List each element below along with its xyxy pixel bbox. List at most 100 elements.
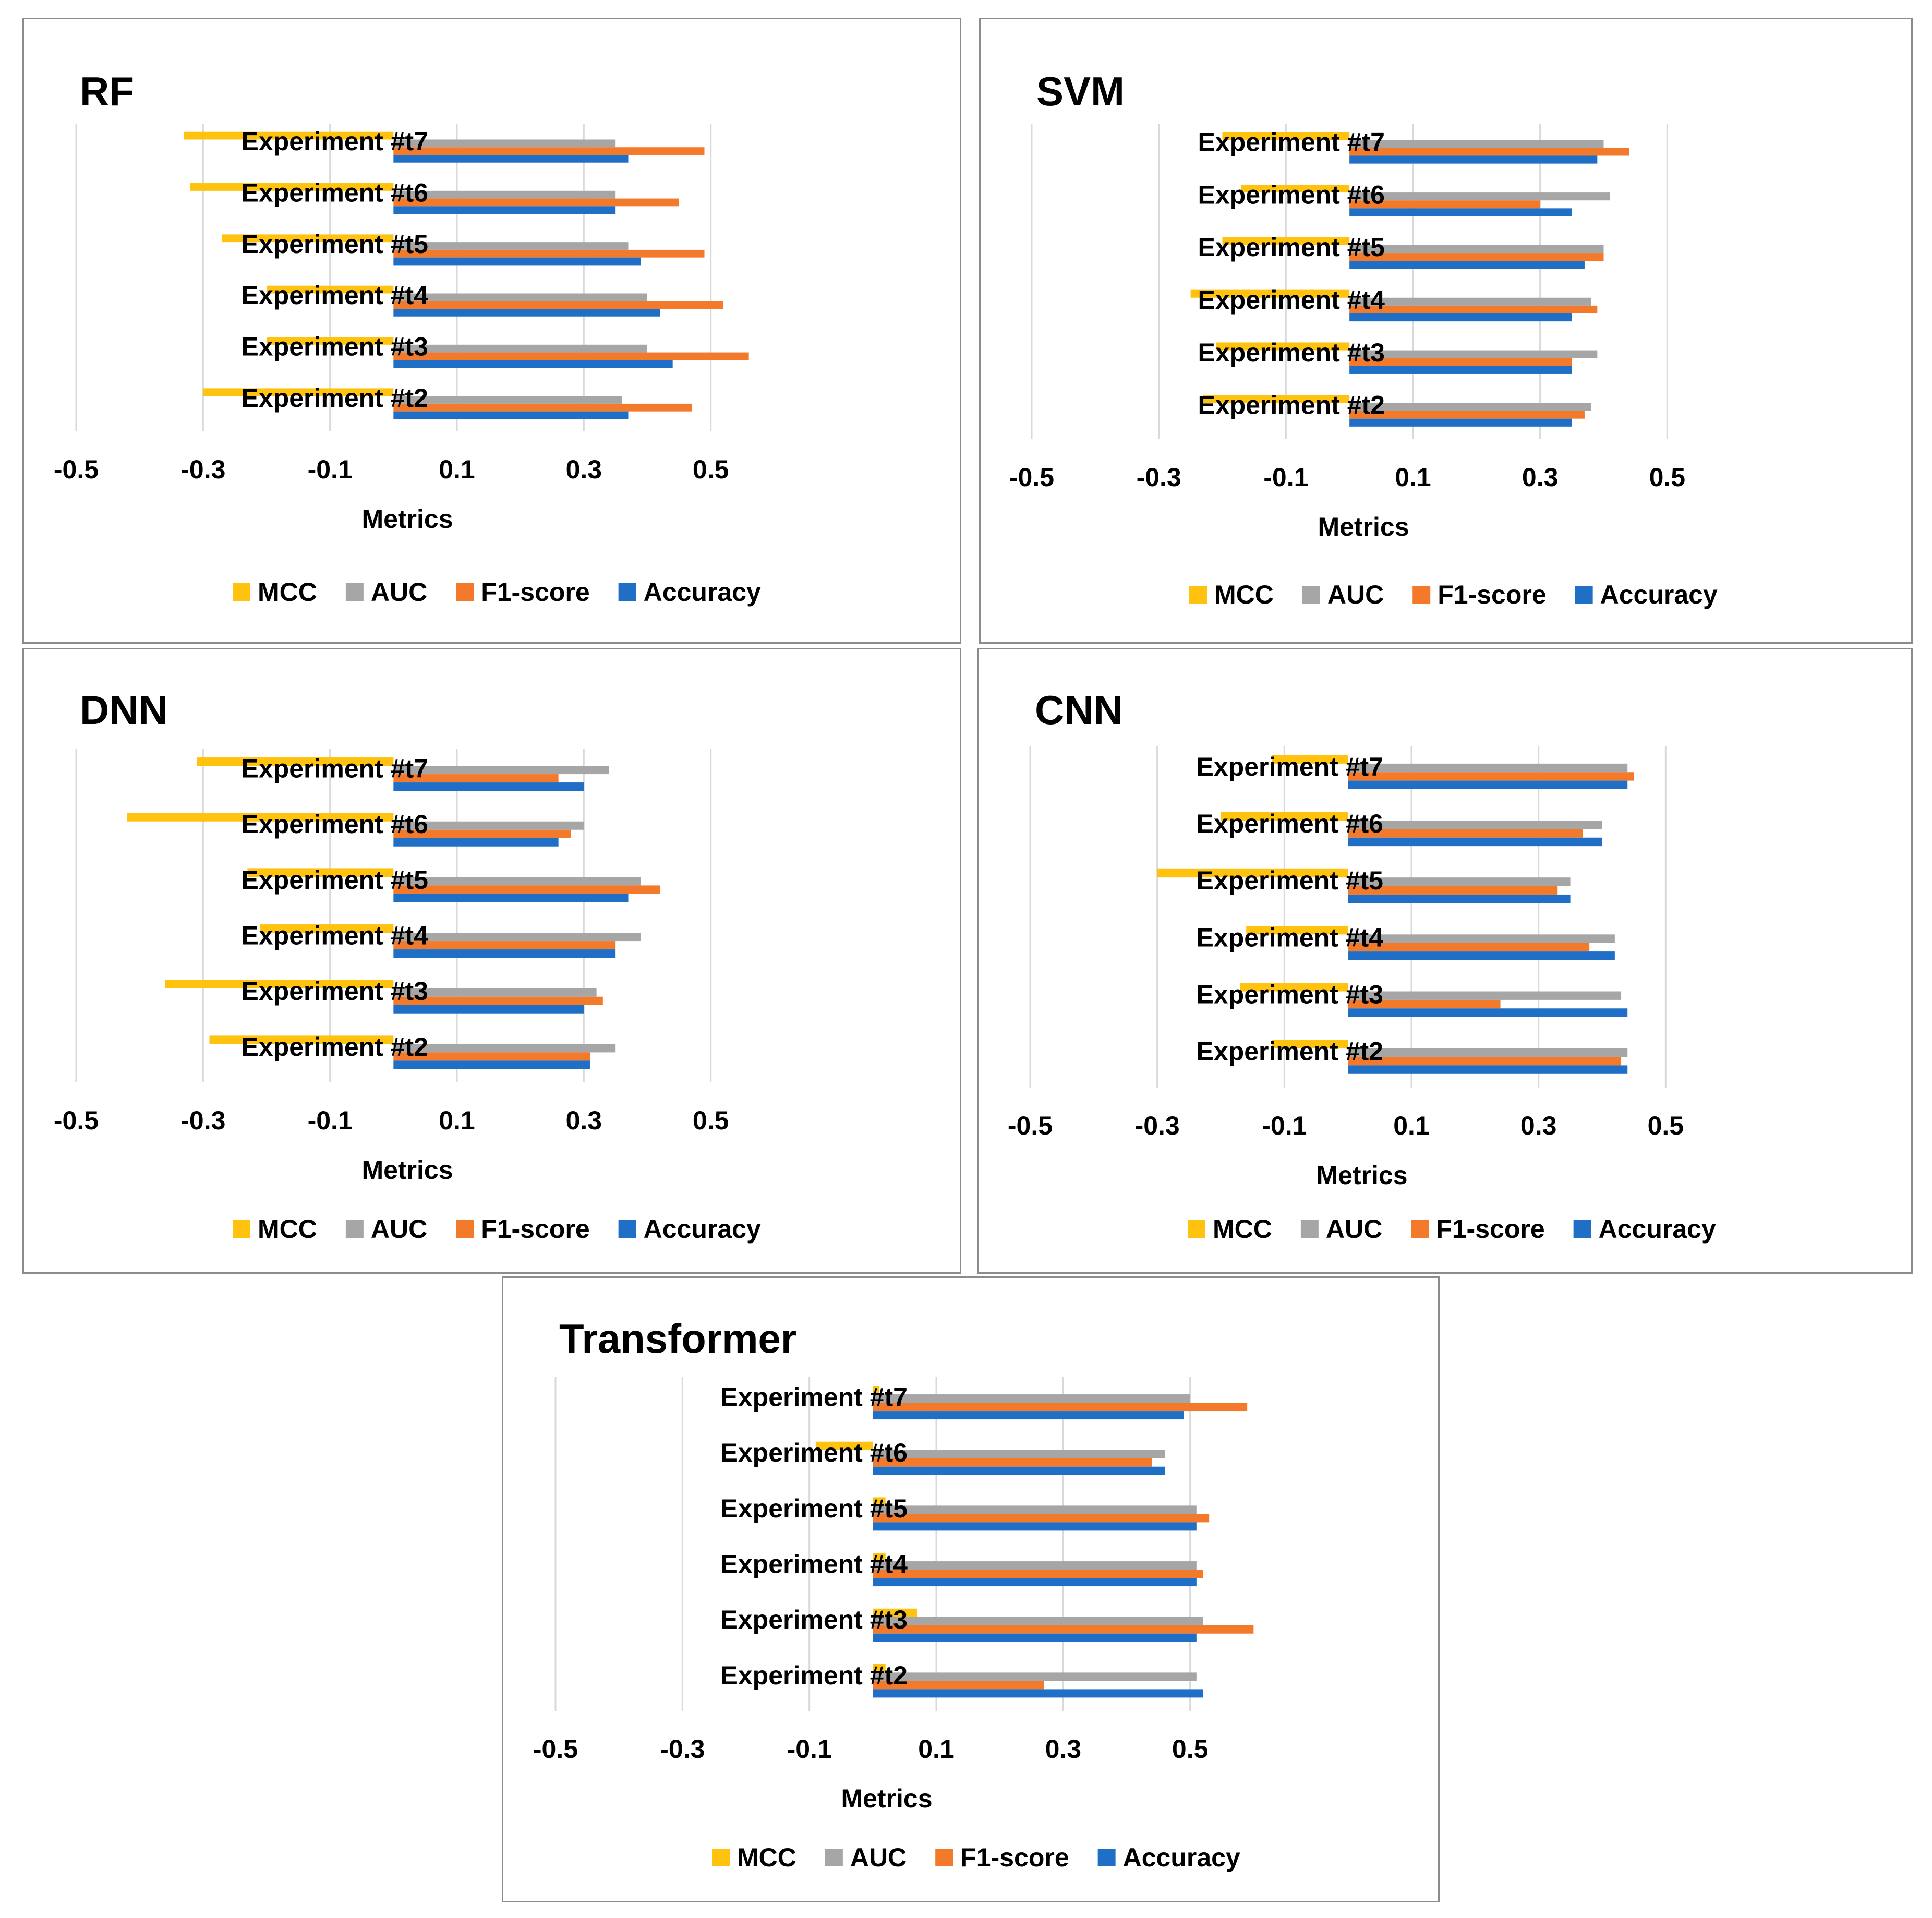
legend-label-mcc: MCC xyxy=(737,1843,796,1872)
category-label: Experiment #t6 xyxy=(1197,809,1383,838)
x-tick-label: 0.5 xyxy=(693,1106,729,1135)
category-label: Experiment #t3 xyxy=(242,332,428,361)
bar-f1-score-experiment-t5 xyxy=(393,249,705,258)
category-label: Experiment #t7 xyxy=(242,754,428,783)
bar-auc-experiment-t4 xyxy=(1349,297,1591,306)
legend-swatch-f1-score xyxy=(1411,1220,1429,1238)
x-tick-label: 0.1 xyxy=(439,1106,475,1135)
bar-accuracy-experiment-t4 xyxy=(393,949,616,958)
x-tick-label: 0.1 xyxy=(1395,463,1431,492)
bar-accuracy-experiment-t3 xyxy=(393,1005,584,1014)
bar-mcc-experiment-t7 xyxy=(184,131,394,140)
bar-f1-score-experiment-t7 xyxy=(393,774,559,783)
chart-panel-transformer: Transformer Experiment #t2 Experiment #t3 E… xyxy=(502,1276,1440,1902)
bar-auc-experiment-t3 xyxy=(1349,350,1598,358)
bar-mcc-experiment-t6 xyxy=(815,1441,873,1450)
bar-accuracy-experiment-t2 xyxy=(873,1689,1203,1698)
chart-rf: RF Experiment #t2 Experiment #t3 Experiment… xyxy=(54,68,761,607)
legend-label-f1-score: F1-score xyxy=(481,1214,589,1244)
bar-mcc-experiment-t5 xyxy=(247,868,394,877)
x-axis-title: Metrics xyxy=(1318,512,1409,541)
x-axis-title: Metrics xyxy=(361,504,453,534)
legend-swatch-mcc xyxy=(1189,586,1207,604)
bar-accuracy-experiment-t2 xyxy=(393,411,629,419)
bar-f1-score-experiment-t5 xyxy=(873,1514,1210,1523)
bar-auc-experiment-t3 xyxy=(873,1617,1203,1625)
bar-accuracy-experiment-t4 xyxy=(1348,951,1615,960)
legend-label-f1-score: F1-score xyxy=(1438,580,1546,609)
category-label: Experiment #t5 xyxy=(721,1494,908,1523)
x-tick-label: 0.5 xyxy=(1172,1734,1209,1764)
bar-accuracy-experiment-t7 xyxy=(393,782,584,791)
bar-mcc-experiment-t6 xyxy=(1221,812,1348,821)
bar-mcc-experiment-t6 xyxy=(1241,184,1350,193)
bar-accuracy-experiment-t3 xyxy=(873,1633,1197,1642)
legend-label-accuracy: Accuracy xyxy=(1599,1214,1716,1244)
bar-auc-experiment-t5 xyxy=(1348,877,1571,886)
chart-title: SVM xyxy=(1036,68,1125,114)
category-label: Experiment #t5 xyxy=(242,865,428,895)
legend-label-auc: AUC xyxy=(850,1843,907,1872)
bar-accuracy-experiment-t5 xyxy=(1349,261,1585,269)
bar-f1-score-experiment-t4 xyxy=(393,301,723,309)
bar-accuracy-experiment-t5 xyxy=(873,1522,1197,1531)
bar-accuracy-experiment-t2 xyxy=(393,1060,590,1069)
x-tick-label: -0.5 xyxy=(1008,1111,1053,1140)
bar-mcc-experiment-t7 xyxy=(197,757,394,766)
legend-label-mcc: MCC xyxy=(1213,1214,1272,1244)
bar-f1-score-experiment-t6 xyxy=(873,1458,1152,1467)
bar-f1-score-experiment-t5 xyxy=(1349,253,1604,261)
bar-auc-experiment-t6 xyxy=(1348,821,1602,829)
bar-mcc-experiment-t5 xyxy=(1222,237,1350,245)
bar-mcc-experiment-t5 xyxy=(873,1497,886,1506)
x-tick-label: -0.5 xyxy=(533,1734,578,1764)
category-label: Experiment #t6 xyxy=(242,810,428,839)
bar-auc-experiment-t3 xyxy=(393,344,647,353)
bar-f1-score-experiment-t2 xyxy=(1349,411,1585,419)
bar-f1-score-experiment-t7 xyxy=(873,1403,1248,1412)
legend-swatch-auc xyxy=(345,583,364,601)
legend-label-mcc: MCC xyxy=(1214,580,1274,609)
legend-swatch-accuracy xyxy=(1097,1849,1116,1866)
bar-f1-score-experiment-t3 xyxy=(873,1625,1254,1634)
category-label: Experiment #t4 xyxy=(1197,923,1384,952)
x-tick-label: 0.1 xyxy=(439,455,475,484)
category-label: Experiment #t2 xyxy=(721,1661,908,1690)
bar-mcc-experiment-t3 xyxy=(1240,983,1348,992)
legend-swatch-auc xyxy=(1302,586,1320,604)
bar-accuracy-experiment-t6 xyxy=(1349,208,1572,216)
bar-accuracy-experiment-t7 xyxy=(873,1411,1184,1420)
x-tick-label: 0.1 xyxy=(1393,1111,1430,1140)
legend-swatch-f1-score xyxy=(935,1849,953,1866)
bar-accuracy-experiment-t2 xyxy=(1349,418,1572,427)
x-tick-label: -0.3 xyxy=(1137,463,1181,492)
x-axis-title: Metrics xyxy=(841,1784,932,1813)
bar-mcc-experiment-t3 xyxy=(165,980,394,988)
x-tick-label: 0.3 xyxy=(1522,463,1559,492)
chart-panel-dnn: DNN Experiment #t2 Experiment #t3 Experimen… xyxy=(22,648,961,1274)
bar-auc-experiment-t6 xyxy=(873,1450,1165,1458)
bar-f1-score-experiment-t6 xyxy=(393,198,679,207)
bar-mcc-experiment-t4 xyxy=(260,924,394,933)
bar-auc-experiment-t7 xyxy=(1349,140,1604,148)
bar-auc-experiment-t4 xyxy=(393,933,641,942)
bar-mcc-experiment-t4 xyxy=(1246,925,1348,935)
bar-f1-score-experiment-t4 xyxy=(873,1570,1203,1578)
legend-swatch-f1-score xyxy=(456,1220,474,1238)
chart-panel-cnn: CNN Experiment #t2 Experiment #t3 Experimen… xyxy=(977,648,1913,1274)
bar-f1-score-experiment-t2 xyxy=(393,1052,590,1061)
legend-swatch-accuracy xyxy=(1573,1220,1591,1238)
bar-mcc-experiment-t2 xyxy=(1271,1040,1348,1048)
bar-mcc-experiment-t3 xyxy=(267,337,394,345)
bar-f1-score-experiment-t3 xyxy=(1348,999,1501,1009)
bar-auc-experiment-t4 xyxy=(393,293,647,301)
bar-f1-score-experiment-t4 xyxy=(1348,943,1590,952)
category-label: Experiment #t2 xyxy=(1197,1037,1383,1066)
x-tick-label: 0.3 xyxy=(566,455,602,484)
bar-accuracy-experiment-t7 xyxy=(393,154,629,163)
legend-swatch-f1-score xyxy=(1412,586,1431,604)
chart-panel-svm: SVM Experiment #t2 Experiment #t3 Experimen… xyxy=(979,18,1913,644)
legend-swatch-accuracy xyxy=(1575,586,1593,604)
category-label: Experiment #t7 xyxy=(242,127,428,156)
bar-auc-experiment-t6 xyxy=(393,821,584,830)
